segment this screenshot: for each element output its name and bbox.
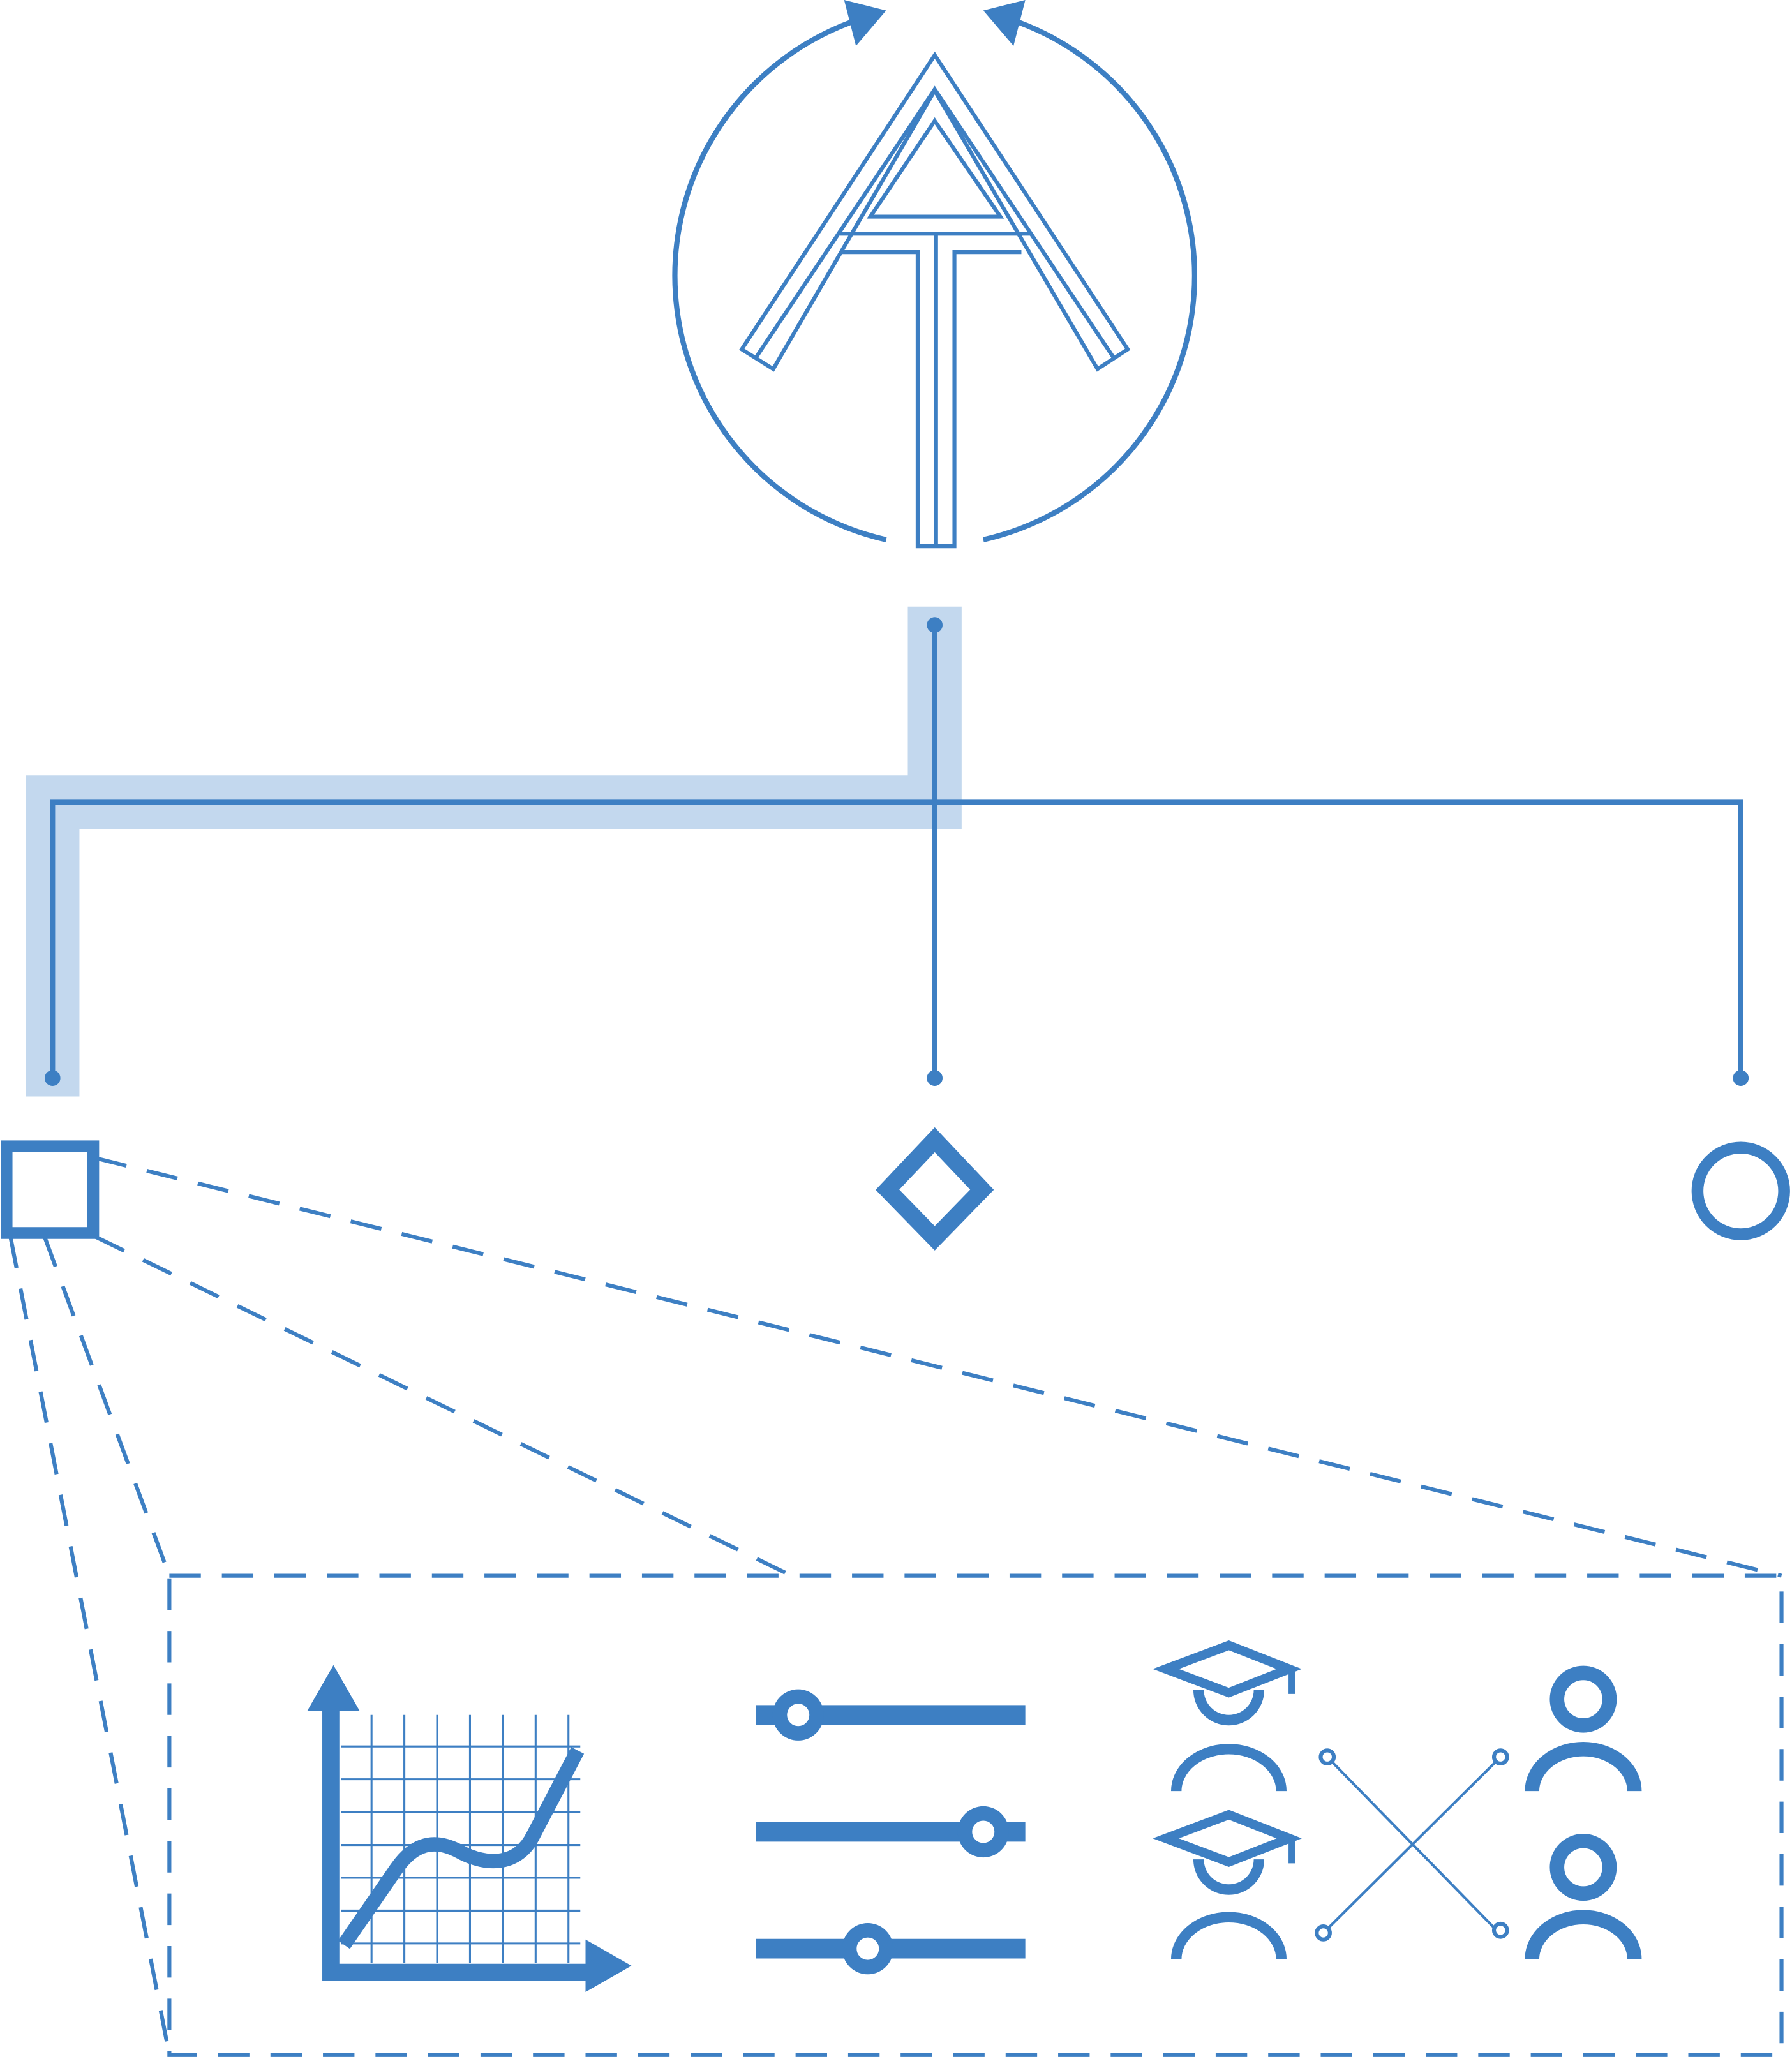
crossing-links: [1322, 1756, 1502, 1934]
cycle-arrows-icon: [672, 0, 1197, 542]
diamond-icon: [876, 1127, 994, 1251]
stylized-a-arrow-icon: [738, 51, 1131, 549]
zoom-lines: [8, 1156, 1782, 2056]
chart-curve: [338, 1747, 585, 1949]
chart-icon: [307, 1665, 632, 1993]
person-icon: [1525, 1665, 1642, 1792]
graduate-icon: [1153, 1640, 1302, 1792]
highlight-path: [26, 606, 962, 1097]
link-endpoints: [1315, 1748, 1509, 1942]
tree-connectors: [50, 625, 1743, 1078]
sliders-icon: [756, 1689, 1026, 1975]
chart-x-arrow: [585, 1939, 632, 1993]
root-node: [672, 0, 1197, 549]
person-icon: [1525, 1834, 1642, 1960]
detail-panel: [167, 1573, 1784, 2057]
chart-grid: [341, 1714, 581, 1963]
chart-y-axis: [322, 1696, 594, 1981]
chart-y-arrow: [307, 1665, 360, 1711]
detail-panel-frame: [167, 1573, 1784, 2057]
mentor-matching-icon: [1153, 1640, 1642, 1960]
connector-dots: [44, 617, 1749, 1086]
square-icon: [1, 1140, 100, 1239]
graduate-icon: [1153, 1810, 1302, 1959]
circle-icon: [1691, 1141, 1790, 1240]
